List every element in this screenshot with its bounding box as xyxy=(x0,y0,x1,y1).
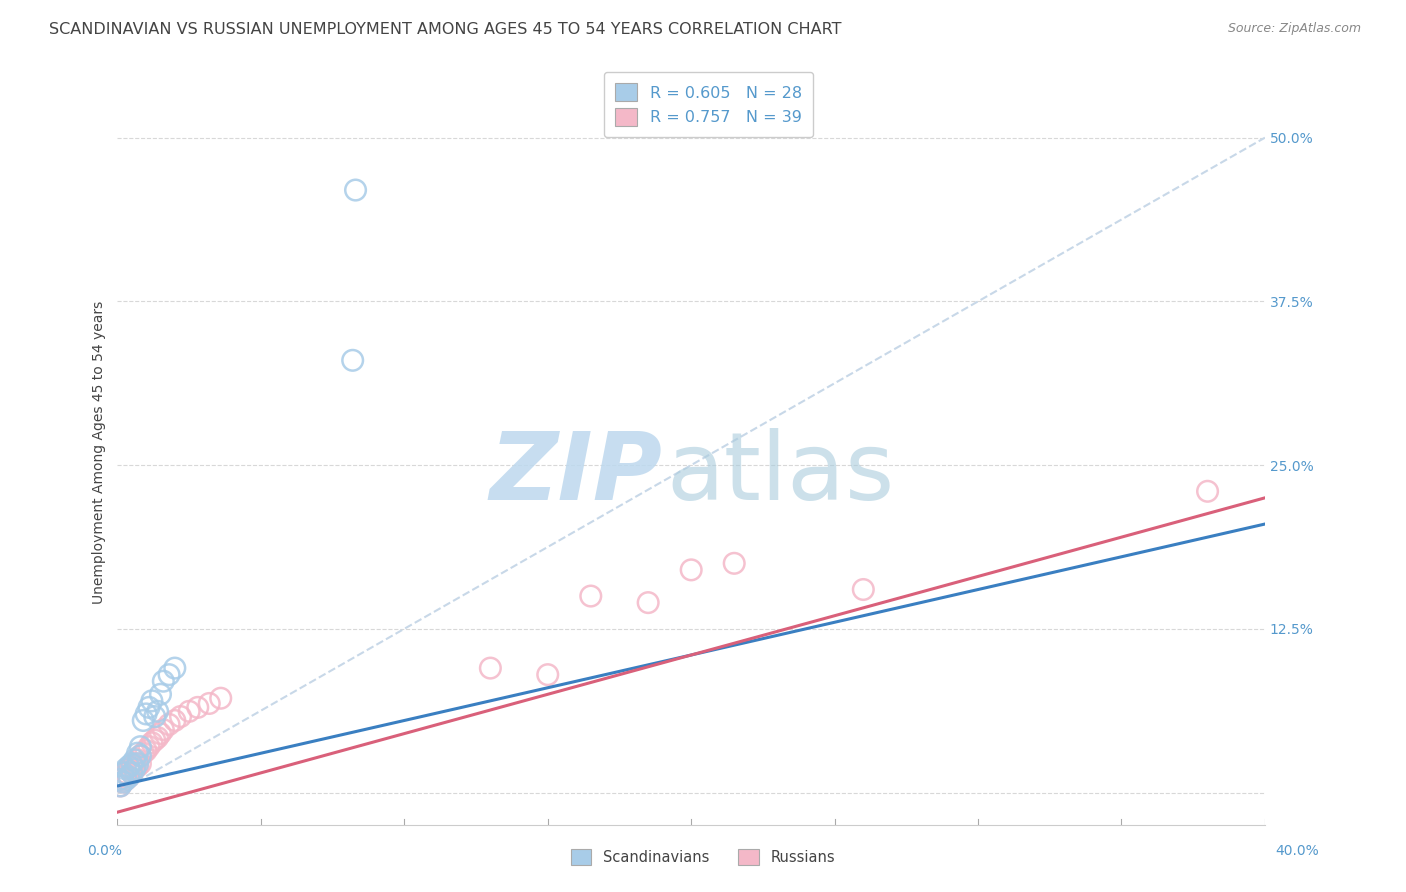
Point xyxy=(110,779,132,793)
Point xyxy=(112,765,135,780)
Point xyxy=(135,743,157,757)
Point xyxy=(198,697,221,711)
Point xyxy=(118,759,141,773)
Point xyxy=(344,183,367,197)
Point xyxy=(141,694,163,708)
Point xyxy=(115,772,138,787)
Point xyxy=(637,596,659,610)
Point xyxy=(118,762,141,776)
Point xyxy=(129,756,152,771)
Point xyxy=(187,700,209,714)
Point xyxy=(723,557,745,571)
Text: 0.0%: 0.0% xyxy=(87,844,122,858)
Point xyxy=(127,756,149,771)
Point xyxy=(157,667,180,681)
Point xyxy=(118,770,141,784)
Point xyxy=(121,765,143,780)
Text: Source: ZipAtlas.com: Source: ZipAtlas.com xyxy=(1227,22,1361,36)
Point xyxy=(112,775,135,789)
Point xyxy=(129,739,152,754)
Point xyxy=(115,762,138,776)
Point xyxy=(127,753,149,767)
Point xyxy=(179,704,201,718)
Point xyxy=(129,748,152,763)
Point xyxy=(110,779,132,793)
Point xyxy=(115,772,138,787)
Legend: Scandinavians, Russians: Scandinavians, Russians xyxy=(565,843,841,871)
Text: SCANDINAVIAN VS RUSSIAN UNEMPLOYMENT AMONG AGES 45 TO 54 YEARS CORRELATION CHART: SCANDINAVIAN VS RUSSIAN UNEMPLOYMENT AMO… xyxy=(49,22,842,37)
Point xyxy=(132,714,155,728)
Point xyxy=(152,674,174,689)
Point xyxy=(124,762,146,776)
Point xyxy=(169,709,191,723)
Point xyxy=(209,691,232,706)
Point xyxy=(163,714,186,728)
Text: 40.0%: 40.0% xyxy=(1275,844,1319,858)
Point xyxy=(138,700,160,714)
Point xyxy=(1197,484,1219,499)
Point xyxy=(121,756,143,771)
Point xyxy=(342,353,364,368)
Y-axis label: Unemployment Among Ages 45 to 54 years: Unemployment Among Ages 45 to 54 years xyxy=(93,301,107,604)
Point xyxy=(112,775,135,789)
Point xyxy=(124,756,146,771)
Point xyxy=(112,770,135,784)
Point xyxy=(110,772,132,787)
Point xyxy=(141,736,163,750)
Point xyxy=(138,739,160,754)
Text: atlas: atlas xyxy=(666,428,894,520)
Point xyxy=(579,589,602,603)
Point xyxy=(121,765,143,780)
Point xyxy=(124,762,146,776)
Point xyxy=(143,733,166,747)
Point xyxy=(479,661,502,675)
Point xyxy=(127,759,149,773)
Point xyxy=(852,582,875,597)
Point xyxy=(146,704,169,718)
Point xyxy=(157,717,180,731)
Text: ZIP: ZIP xyxy=(489,428,662,520)
Point xyxy=(149,726,172,740)
Point xyxy=(135,706,157,721)
Point xyxy=(146,731,169,745)
Legend: R = 0.605   N = 28, R = 0.757   N = 39: R = 0.605 N = 28, R = 0.757 N = 39 xyxy=(603,71,813,137)
Point xyxy=(110,772,132,787)
Point xyxy=(132,746,155,760)
Point xyxy=(163,661,186,675)
Point xyxy=(115,765,138,780)
Point xyxy=(124,753,146,767)
Point xyxy=(129,748,152,763)
Point xyxy=(121,759,143,773)
Point xyxy=(681,563,703,577)
Point xyxy=(118,770,141,784)
Point xyxy=(537,667,560,681)
Point xyxy=(143,709,166,723)
Point xyxy=(127,746,149,760)
Point xyxy=(152,723,174,737)
Point xyxy=(149,687,172,701)
